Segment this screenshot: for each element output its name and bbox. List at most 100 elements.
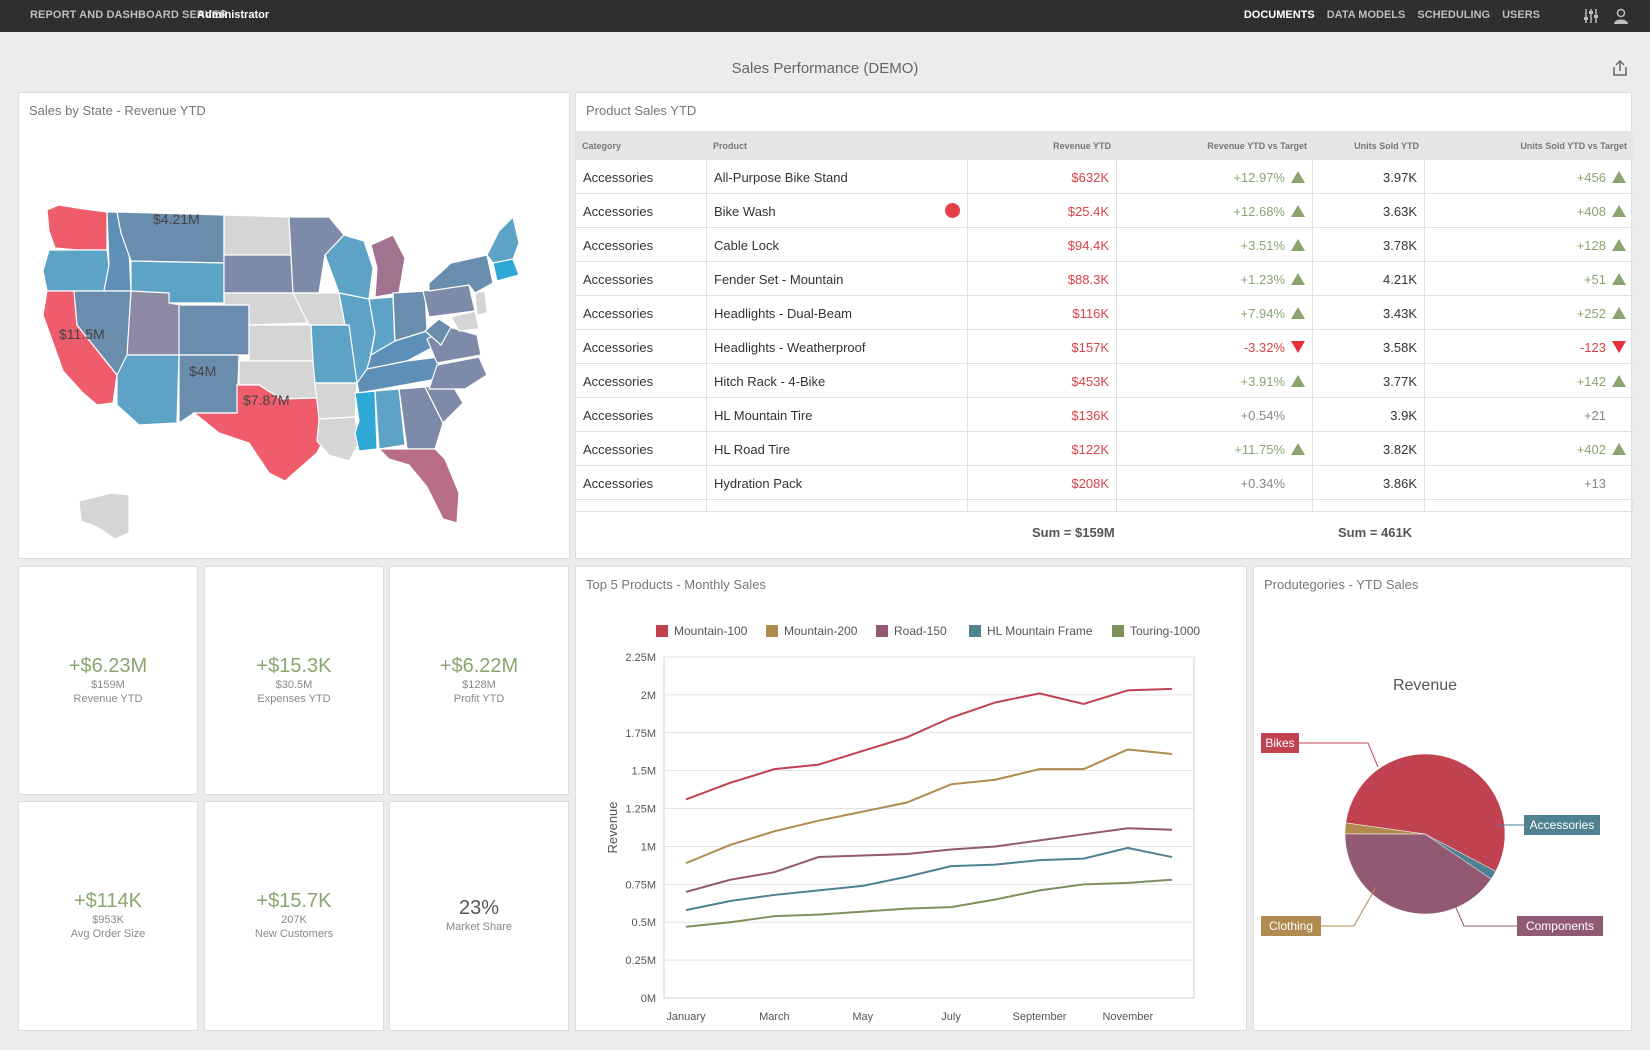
app-brand[interactable]: REPORT AND DASHBOARD SERVER bbox=[30, 9, 228, 21]
table-row[interactable]: Accessories HL Mountain Tire $136K +0.54% 3.… bbox=[576, 398, 1633, 432]
kpi-avg-order[interactable]: +$114K $953K Avg Order Size bbox=[18, 801, 198, 1031]
kpi-market-share-label: Market Share bbox=[445, 921, 513, 933]
kpi-profit[interactable]: +$6.22M $128M Profit YTD bbox=[389, 566, 569, 795]
legend-label[interactable]: HL Mountain Frame bbox=[987, 624, 1093, 638]
state-massachusetts bbox=[492, 258, 520, 282]
table-row[interactable]: Accessories Fender Set - Mountain $88.3K +1… bbox=[576, 262, 1633, 296]
cell-revenue: $94.4K bbox=[968, 228, 1117, 261]
col-revenue[interactable]: Revenue YTD bbox=[1053, 141, 1111, 151]
series-line[interactable] bbox=[685, 687, 1173, 801]
legend-label[interactable]: Mountain-100 bbox=[674, 624, 748, 638]
state-west-virginia bbox=[424, 318, 452, 346]
revenue-vs-value: +11.75% bbox=[1234, 442, 1285, 457]
current-user[interactable]: Administrator bbox=[197, 9, 270, 21]
map-label-arizona: $4M bbox=[189, 363, 216, 379]
pie-leader-line bbox=[1321, 886, 1377, 927]
product-name: Hydration Pack bbox=[714, 476, 803, 491]
units-vs-value: +402 bbox=[1576, 442, 1606, 457]
cell-units: 3.43K bbox=[1313, 296, 1425, 329]
cell-category: Accessories bbox=[576, 330, 707, 363]
cell-units: 3.97K bbox=[1313, 160, 1425, 193]
col-units-vs-target[interactable]: Units Sold YTD vs Target bbox=[1520, 141, 1627, 151]
legend-label[interactable]: Road-150 bbox=[894, 624, 947, 638]
legend-label[interactable]: Mountain-200 bbox=[784, 624, 858, 638]
cell-units: 3.58K bbox=[1313, 330, 1425, 363]
monthly-sales-line-chart[interactable]: Mountain-100 Mountain-200 Road-150 HL Mount… bbox=[576, 567, 1248, 1032]
state-louisiana bbox=[316, 416, 360, 462]
col-revenue-vs-target[interactable]: Revenue YTD vs Target bbox=[1207, 141, 1307, 151]
legend-swatch bbox=[1112, 625, 1124, 637]
table-row[interactable]: Accessories Hydration Pack $208K +0.34% 3.86… bbox=[576, 466, 1633, 500]
us-choropleth-map[interactable]: $4.21M $11.5M $4M $7.87M bbox=[19, 93, 571, 560]
col-units[interactable]: Units Sold YTD bbox=[1354, 141, 1419, 151]
nav-users[interactable]: USERS bbox=[1502, 9, 1540, 21]
cell-revenue-vs-target: +0.34% bbox=[1117, 466, 1313, 499]
pie-slice[interactable] bbox=[1344, 833, 1492, 915]
state-washington bbox=[46, 204, 108, 251]
cell-units-vs-target: +456 bbox=[1425, 160, 1633, 193]
table-row[interactable]: Accessories All-Purpose Bike Stand $632K +1… bbox=[576, 160, 1633, 194]
y-tick-label: 1.25M bbox=[625, 804, 656, 816]
cell-units: 3.82K bbox=[1313, 432, 1425, 465]
cell-units: 3.86K bbox=[1313, 466, 1425, 499]
cell-product: Cable Lock bbox=[707, 228, 968, 261]
kpi-revenue[interactable]: +$6.23M $159M Revenue YTD bbox=[18, 566, 198, 795]
series-line[interactable] bbox=[685, 827, 1173, 893]
category-pie-chart[interactable]: Revenue Bikes Accessories Components Clothin… bbox=[1254, 567, 1633, 1032]
series-line[interactable] bbox=[685, 748, 1173, 865]
state-alaska bbox=[78, 492, 130, 540]
table-row[interactable]: Accessories Headlights - Dual-Beam $116K +7… bbox=[576, 296, 1633, 330]
y-tick-label: 0M bbox=[641, 993, 656, 1005]
table-row[interactable]: Accessories Headlights - Weatherproof $157… bbox=[576, 330, 1633, 364]
kpi-profit-label: Profit YTD bbox=[453, 693, 505, 705]
nav-documents[interactable]: DOCUMENTS bbox=[1243, 9, 1315, 21]
x-tick-label: March bbox=[759, 1011, 790, 1023]
cell-product: HL Mountain Tire bbox=[707, 398, 968, 431]
kpi-avg-order-label: Avg Order Size bbox=[70, 928, 146, 940]
nav-data-models[interactable]: DATA MODELS bbox=[1326, 9, 1406, 21]
line-chart-title: Top 5 Products - Monthly Sales bbox=[586, 577, 766, 592]
state-kansas bbox=[248, 324, 314, 362]
kpi-revenue-label: Revenue YTD bbox=[73, 693, 143, 705]
pie-label: Bikes bbox=[1265, 736, 1294, 750]
main-nav: DOCUMENTS DATA MODELS SCHEDULING USERS bbox=[1244, 9, 1540, 21]
export-icon[interactable] bbox=[1610, 58, 1630, 78]
state-alabama bbox=[374, 388, 406, 450]
cell-units-vs-target: +21 bbox=[1425, 398, 1633, 431]
nav-scheduling[interactable]: SCHEDULING bbox=[1417, 9, 1491, 21]
pie-label: Accessories bbox=[1530, 818, 1595, 832]
cell-category: Accessories bbox=[576, 194, 707, 227]
table-row[interactable]: Accessories Cable Lock $94.4K +3.51% 3.78K +1… bbox=[576, 228, 1633, 262]
table-row[interactable]: Accessories Hitch Rack - 4-Bike $453K +3.91… bbox=[576, 364, 1633, 398]
product-name: Headlights - Weatherproof bbox=[714, 340, 866, 355]
product-name: Headlights - Dual-Beam bbox=[714, 306, 853, 321]
col-product[interactable]: Product bbox=[713, 141, 748, 151]
product-name: Hitch Rack - 4-Bike bbox=[714, 374, 826, 389]
cell-category: Accessories bbox=[576, 228, 707, 261]
settings-sliders-icon[interactable] bbox=[1582, 7, 1600, 25]
cell-product: Fender Set - Mountain bbox=[707, 262, 968, 295]
revenue-vs-value: -3.32% bbox=[1243, 340, 1285, 355]
revenue-vs-value: +7.94% bbox=[1240, 306, 1285, 321]
state-michigan bbox=[370, 234, 406, 298]
map-label-texas: $7.87M bbox=[243, 392, 290, 408]
pie-label: Components bbox=[1526, 919, 1594, 933]
pie-slice[interactable] bbox=[1345, 753, 1506, 872]
cell-revenue: $122K bbox=[968, 432, 1117, 465]
state-colorado bbox=[178, 304, 250, 356]
kpi-new-customers[interactable]: +$15.7K 207K New Customers bbox=[204, 801, 384, 1031]
pie-slice[interactable] bbox=[1344, 822, 1426, 835]
kpi-avg-order-delta: +$114K bbox=[73, 890, 143, 912]
state-georgia bbox=[398, 386, 444, 450]
table-row[interactable]: Accessories HL Road Tire $122K +11.75% 3.82K… bbox=[576, 432, 1633, 466]
kpi-expenses[interactable]: +$15.3K $30.5M Expenses YTD bbox=[204, 566, 384, 795]
table-row[interactable]: Accessories Bike Wash $25.4K +12.68% 3.63K +4… bbox=[576, 194, 1633, 228]
kpi-market-share[interactable]: 23% Market Share bbox=[389, 801, 569, 1031]
cell-units: 3.78K bbox=[1313, 228, 1425, 261]
product-name: All-Purpose Bike Stand bbox=[714, 170, 848, 185]
series-line[interactable] bbox=[685, 846, 1173, 912]
col-category[interactable]: Category bbox=[582, 141, 622, 151]
user-profile-icon[interactable] bbox=[1612, 7, 1630, 25]
series-line[interactable] bbox=[685, 878, 1173, 928]
legend-label[interactable]: Touring-1000 bbox=[1130, 624, 1200, 638]
